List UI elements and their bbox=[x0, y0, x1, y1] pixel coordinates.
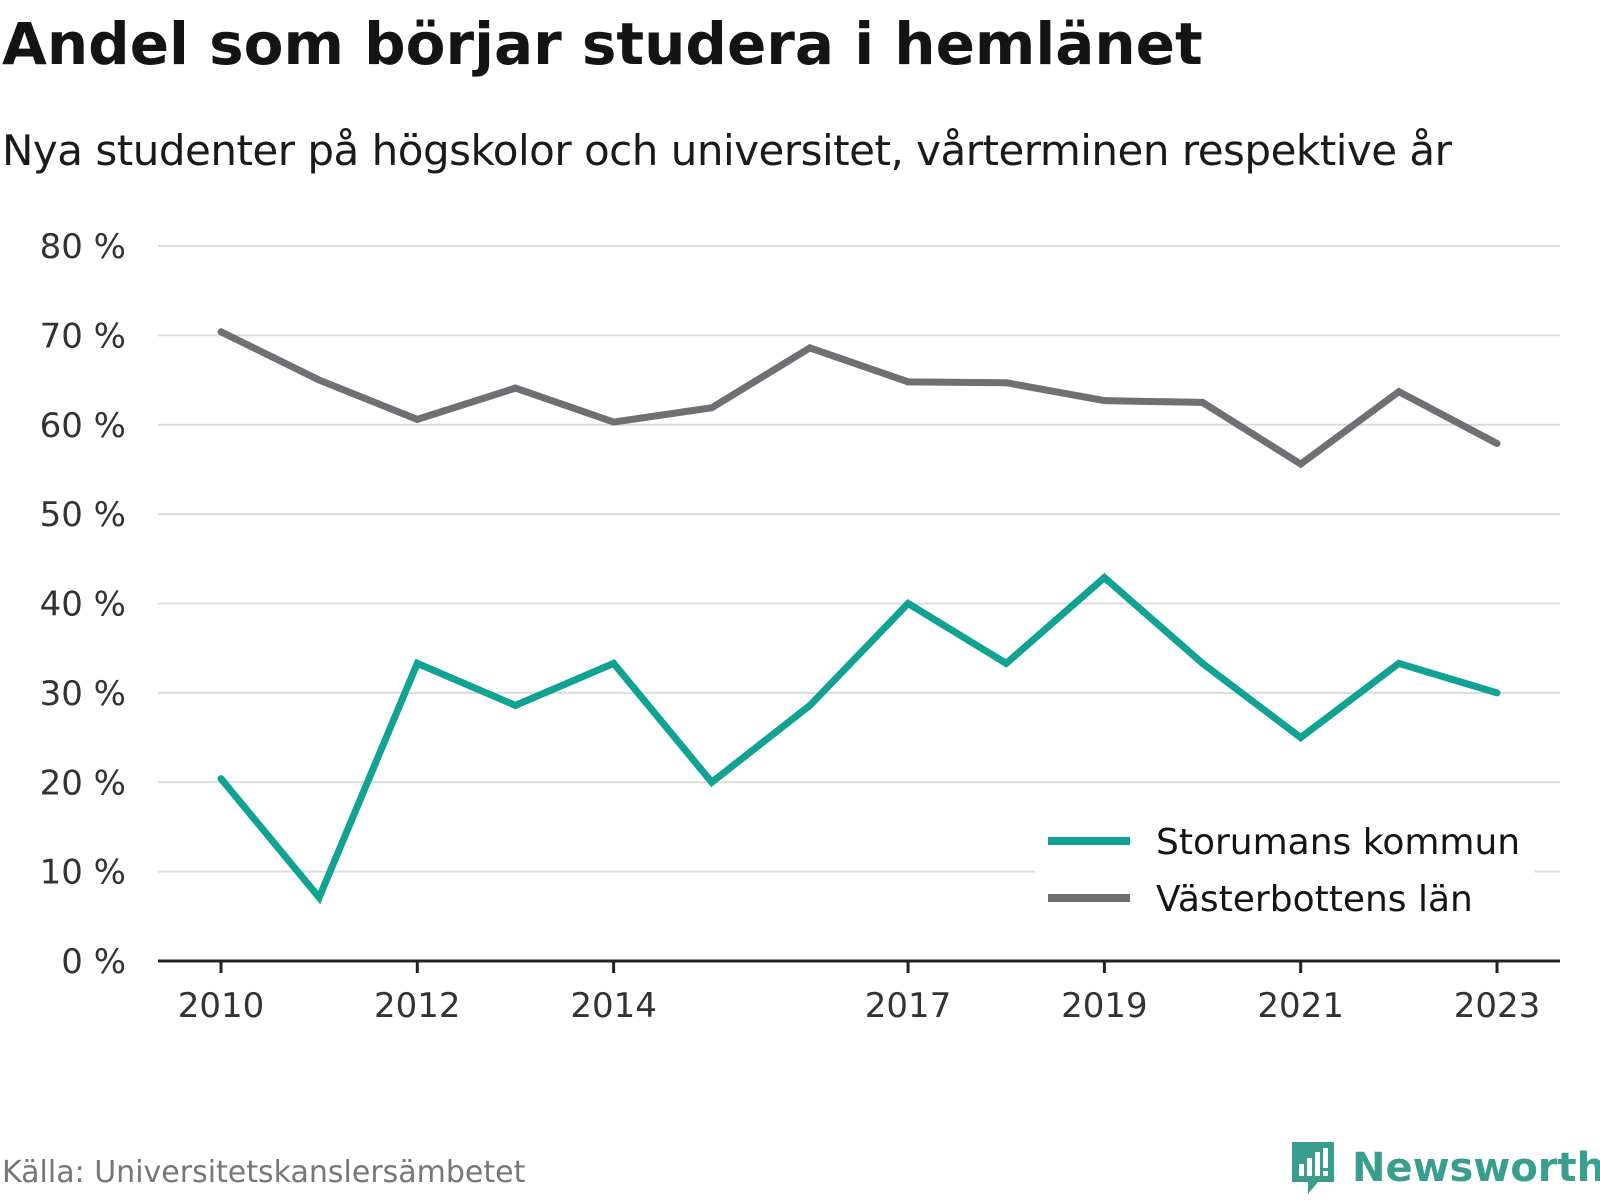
data-point bbox=[904, 378, 912, 386]
series-line-0 bbox=[218, 572, 1499, 905]
x-tick-label: 2014 bbox=[570, 986, 657, 1026]
legend: Storumans kommun Västerbottens län bbox=[1035, 805, 1535, 920]
data-point bbox=[610, 659, 618, 667]
series-line-1 bbox=[219, 328, 1499, 469]
data-point bbox=[217, 775, 225, 783]
data-point bbox=[806, 344, 814, 352]
newsworthy-logo-icon bbox=[1292, 1142, 1334, 1194]
data-point bbox=[413, 659, 421, 667]
data-point bbox=[1100, 574, 1108, 582]
data-point bbox=[1297, 460, 1305, 468]
source-note: Källa: Universitetskanslersämbetet bbox=[2, 1155, 526, 1190]
data-point bbox=[904, 600, 912, 607]
data-point bbox=[217, 328, 225, 336]
data-point bbox=[511, 384, 519, 392]
y-tick-label: 60 % bbox=[40, 406, 126, 446]
y-tick-label: 70 % bbox=[40, 316, 126, 356]
data-point bbox=[511, 701, 519, 709]
x-tick-label: 2019 bbox=[1061, 986, 1148, 1026]
chart-title: Andel som börjar studera i hemlänet bbox=[2, 10, 1203, 78]
x-tick-label: 2012 bbox=[374, 986, 461, 1026]
gridlines bbox=[158, 245, 1560, 873]
data-point bbox=[1002, 659, 1010, 667]
y-tick-label: 80 % bbox=[40, 227, 126, 267]
data-point bbox=[1395, 388, 1403, 396]
data-point bbox=[610, 418, 618, 426]
chart-subtitle: Nya studenter på högskolor och universit… bbox=[2, 126, 1452, 175]
x-axis: 2010 2012 2014 2017 2019 2021 2023 bbox=[158, 959, 1560, 1026]
data-point bbox=[1199, 398, 1207, 406]
y-tick-label: 10 % bbox=[40, 853, 126, 893]
x-tick-label: 2017 bbox=[865, 986, 952, 1026]
data-point bbox=[806, 701, 814, 709]
y-tick-label: 0 % bbox=[61, 942, 126, 982]
y-axis-ticks: 0 % 10 % 20 % 30 % 40 % 50 % 60 % 70 % 80 % bbox=[40, 227, 126, 982]
data-point bbox=[413, 415, 421, 423]
y-tick-label: 30 % bbox=[40, 674, 126, 714]
data-point bbox=[315, 376, 323, 384]
x-tick-label: 2010 bbox=[178, 986, 265, 1026]
legend-label: Storumans kommun bbox=[1156, 822, 1520, 863]
data-point bbox=[1100, 397, 1108, 405]
y-tick-label: 50 % bbox=[40, 495, 126, 535]
data-point bbox=[1493, 689, 1501, 697]
brand-logo: Newsworthy bbox=[1288, 1138, 1600, 1198]
data-point bbox=[708, 404, 716, 412]
data-point bbox=[1297, 734, 1305, 742]
y-tick-label: 40 % bbox=[40, 585, 126, 625]
data-point bbox=[1199, 659, 1207, 667]
data-point bbox=[315, 894, 323, 902]
y-tick-label: 20 % bbox=[40, 763, 126, 803]
x-tick-label: 2023 bbox=[1454, 986, 1541, 1026]
brand-name: Newsworthy bbox=[1352, 1145, 1600, 1191]
data-point bbox=[1002, 379, 1010, 387]
data-point bbox=[1395, 659, 1403, 667]
data-point bbox=[1493, 440, 1501, 448]
x-tick-label: 2021 bbox=[1257, 986, 1344, 1026]
legend-label: Västerbottens län bbox=[1156, 879, 1473, 920]
data-point bbox=[708, 778, 716, 786]
series-lines bbox=[217, 328, 1501, 905]
